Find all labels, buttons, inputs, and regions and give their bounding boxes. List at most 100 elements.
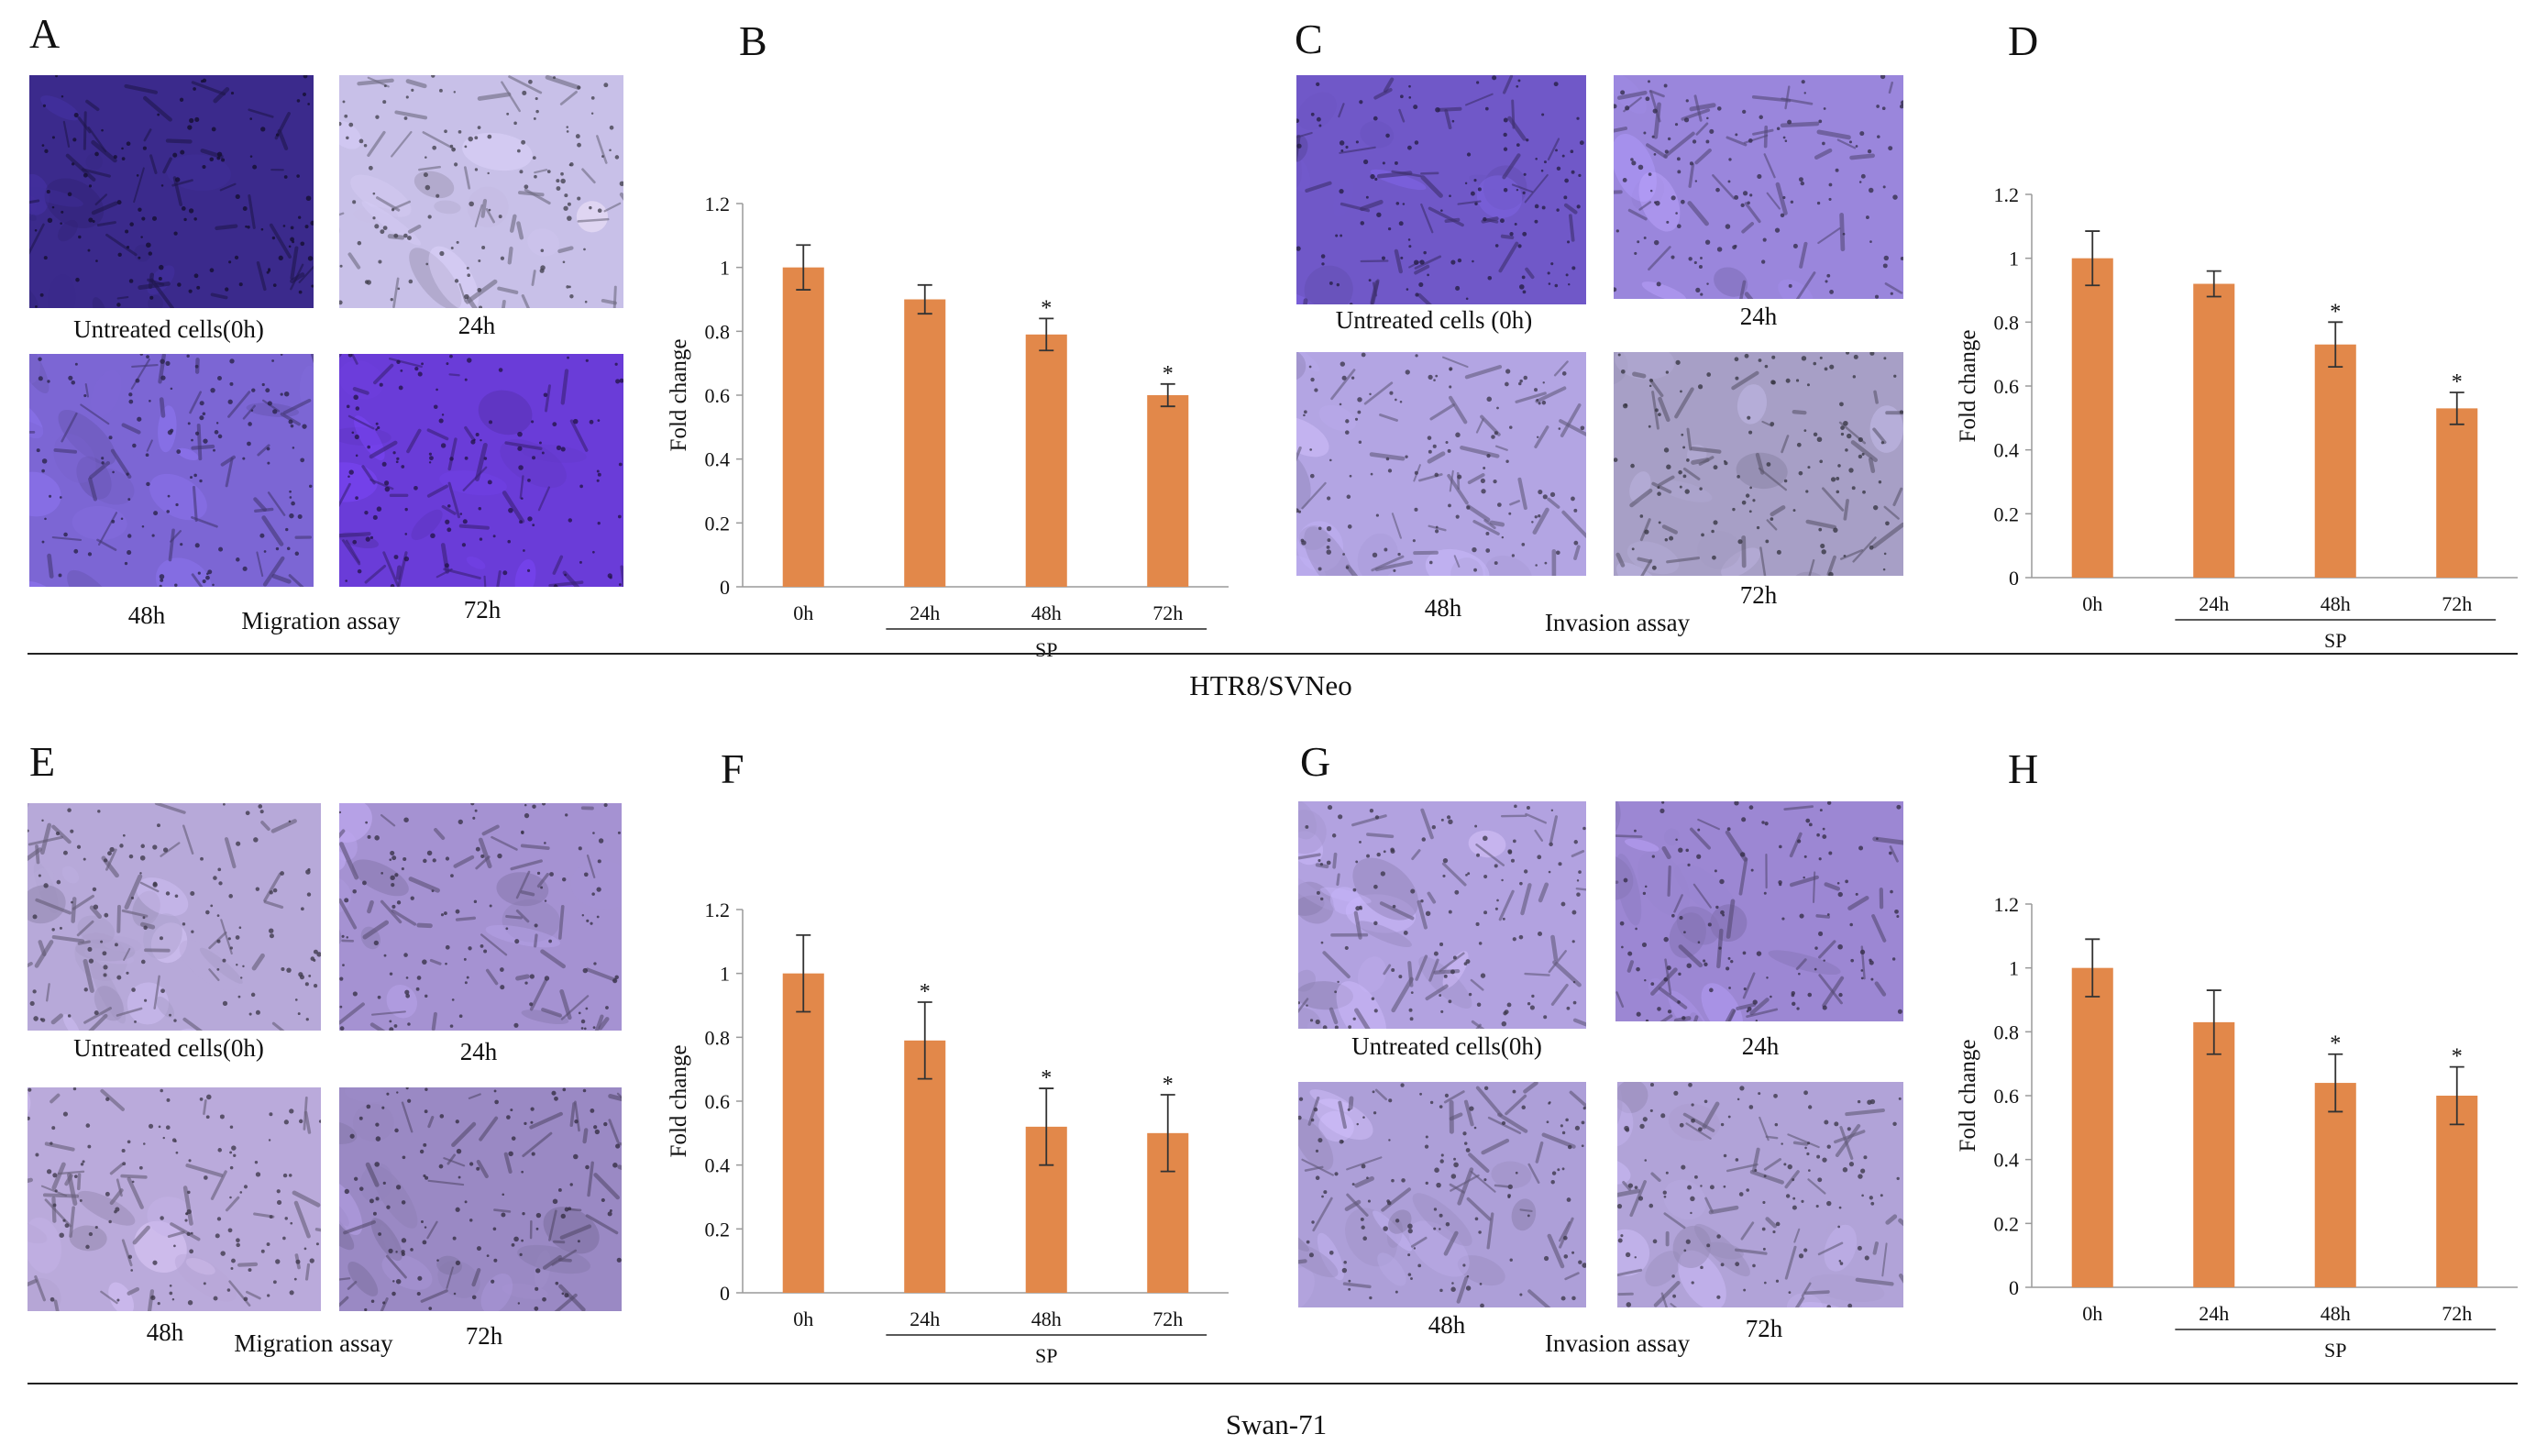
y-tick-label: 1.2 — [1994, 183, 2020, 206]
x-tick-label: 72h — [1152, 601, 1183, 624]
micrograph-e-72h — [339, 1087, 622, 1311]
assay-label-g: Invasion assay — [1544, 1329, 1691, 1357]
bar-0h — [782, 973, 824, 1293]
bar-24h — [904, 1040, 946, 1293]
significance-marker: * — [2330, 1032, 2341, 1056]
y-tick-label: 0.2 — [705, 1218, 731, 1241]
x-tick-label: 24h — [2199, 1302, 2229, 1325]
caption-g-72h: 72h — [1745, 1315, 1783, 1342]
micrograph-a-0h — [29, 75, 314, 308]
caption-g-48h: 48h — [1428, 1311, 1466, 1339]
y-tick-label: 0.6 — [705, 1090, 731, 1113]
x-tick-label: 0h — [2082, 1302, 2102, 1325]
significance-marker: * — [1041, 296, 1052, 320]
y-tick-label: 0 — [2009, 1276, 2019, 1299]
panel-letter-h: H — [2008, 745, 2039, 792]
panel-letter-b: B — [739, 17, 767, 64]
y-axis-label: Fold change — [1956, 330, 1980, 443]
error-bar-0h — [2085, 938, 2100, 998]
y-tick-label: 1 — [720, 963, 730, 986]
y-tick-label: 1.2 — [1994, 893, 2020, 916]
y-tick-label: 1.2 — [705, 193, 731, 215]
chart-d: 0 0.2 0.4 0.6 0.8 1 1.2 Fold change 0h 24h * 48h * 72… — [1949, 147, 2536, 660]
caption-e-72h: 72h — [465, 1322, 503, 1350]
y-tick-label: 0.6 — [1994, 1085, 2020, 1108]
caption-e-48h: 48h — [146, 1318, 184, 1346]
x-tick-label: 72h — [2442, 592, 2472, 615]
x-tick-label: 24h — [910, 1307, 940, 1330]
error-bar-48h — [1039, 317, 1054, 352]
error-bar-72h — [1160, 1094, 1175, 1173]
error-bar-72h — [2449, 1065, 2464, 1126]
y-tick-label: 0.4 — [705, 1154, 731, 1177]
y-tick-label: 0.4 — [1994, 439, 2020, 462]
group-label: SP — [2324, 1339, 2346, 1362]
error-bar-72h — [1160, 382, 1175, 408]
micrograph-e-24h — [339, 803, 622, 1031]
micrograph-a-48h — [29, 354, 314, 587]
micrograph-g-48h — [1298, 1082, 1586, 1307]
bar-72h — [2436, 408, 2478, 578]
cell-line-label-bottom: Swan-71 — [1225, 1408, 1328, 1440]
y-tick-label: 0.8 — [705, 320, 731, 343]
bar-72h — [2436, 1096, 2478, 1287]
y-tick-label: 1 — [2009, 248, 2019, 270]
group-label: SP — [1035, 1344, 1057, 1367]
panel-letter-f: F — [721, 745, 744, 792]
micrograph-g-0h — [1298, 801, 1586, 1029]
caption-a-24h: 24h — [458, 312, 496, 339]
caption-g-24h: 24h — [1741, 1032, 1780, 1060]
y-tick-label: 1 — [2009, 957, 2019, 980]
micrograph-c-24h — [1614, 75, 1903, 299]
bar-0h — [2071, 258, 2113, 578]
y-axis-label: Fold change — [667, 339, 691, 452]
significance-marker: * — [920, 980, 931, 1004]
chart-svg-h: 0 0.2 0.4 0.6 0.8 1 1.2 Fold change 0h 24h * 48h * 72… — [1956, 893, 2518, 1362]
x-tick-label: 0h — [793, 1307, 813, 1330]
panel-letter-g: G — [1300, 738, 1331, 785]
group-label: SP — [2324, 629, 2346, 652]
caption-a-48h: 48h — [127, 601, 166, 629]
panel-letter-d: D — [2008, 17, 2039, 64]
x-tick-label: 24h — [910, 601, 940, 624]
y-axis-label: Fold change — [1956, 1040, 1980, 1153]
significance-marker: * — [1041, 1066, 1052, 1090]
y-tick-label: 0.4 — [1994, 1149, 2020, 1172]
significance-marker: * — [1163, 362, 1174, 386]
y-tick-label: 0 — [2009, 567, 2019, 590]
panel-letter-e: E — [29, 738, 56, 785]
y-axis-label: Fold change — [667, 1045, 691, 1158]
chart-b: 0 0.2 0.4 0.6 0.8 1 1.2 Fold change 0h 24h * 48h * 72… — [660, 156, 1247, 669]
micrograph-e-0h — [28, 803, 321, 1031]
x-tick-label: 48h — [2321, 592, 2351, 615]
panel-letter-c: C — [1295, 16, 1323, 62]
y-tick-label: 0.2 — [705, 512, 731, 535]
x-tick-label: 48h — [1031, 601, 1062, 624]
caption-c-24h: 24h — [1739, 303, 1778, 330]
bar-48h — [2314, 344, 2356, 578]
x-tick-label: 48h — [2321, 1302, 2351, 1325]
section-divider-bottom — [28, 1383, 2518, 1384]
micrograph-c-72h — [1614, 352, 1903, 576]
significance-marker: * — [2330, 300, 2341, 324]
caption-a-0h: Untreated cells(0h) — [73, 315, 264, 343]
significance-marker: * — [2452, 1045, 2463, 1069]
caption-e-0h: Untreated cells(0h) — [73, 1034, 264, 1062]
error-bar-24h — [917, 1001, 932, 1080]
significance-marker: * — [2452, 370, 2463, 394]
x-tick-label: 48h — [1031, 1307, 1062, 1330]
caption-c-0h: Untreated cells (0h) — [1335, 306, 1533, 334]
bar-24h — [904, 299, 946, 587]
y-tick-label: 0.8 — [1994, 1020, 2020, 1043]
chart-svg-f: 0 0.2 0.4 0.6 0.8 1 1.2 Fold change 0h * 24h * 48h * 7… — [667, 899, 1229, 1367]
x-tick-label: 24h — [2199, 592, 2229, 615]
x-tick-label: 0h — [793, 601, 813, 624]
chart-h: 0 0.2 0.4 0.6 0.8 1 1.2 Fold change 0h 24h * 48h * 72… — [1949, 856, 2536, 1370]
error-bar-48h — [1039, 1087, 1054, 1166]
micrograph-e-48h — [28, 1087, 321, 1311]
bar-0h — [2071, 967, 2113, 1287]
micrograph-g-72h — [1617, 1082, 1903, 1307]
micrograph-g-24h — [1615, 801, 1903, 1021]
error-bar-0h — [2085, 230, 2100, 287]
error-bar-0h — [796, 244, 811, 291]
